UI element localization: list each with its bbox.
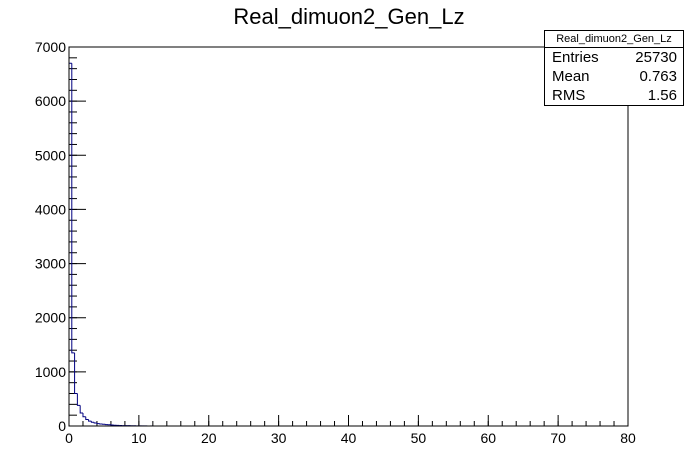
stats-entries-row: Entries 25730 (545, 48, 683, 67)
histogram-bin (93, 422, 97, 424)
histogram-bin (79, 405, 83, 414)
stats-box: Real_dimuon2_Gen_Lz Entries 25730 Mean 0… (544, 30, 684, 106)
histogram-bin (74, 352, 78, 395)
y-tick-label: 3000 (35, 256, 66, 272)
x-tick-label: 50 (411, 430, 427, 446)
histogram-bin (82, 413, 86, 418)
x-tick-label: 40 (341, 430, 357, 446)
x-tick-label: 30 (271, 430, 287, 446)
plot-frame (68, 46, 629, 427)
x-tick-label: 80 (620, 430, 636, 446)
x-tick-label: 10 (131, 430, 147, 446)
histogram-bin (85, 416, 89, 421)
x-tick-label: 60 (480, 430, 496, 446)
stats-rms-row: RMS 1.56 (545, 86, 683, 105)
x-tick-label: 0 (65, 430, 73, 446)
histogram-bin (76, 393, 81, 406)
stats-entries-label: Entries (552, 49, 599, 66)
x-tick-label: 70 (550, 430, 566, 446)
histogram-bin (71, 63, 75, 354)
histogram-bin (90, 421, 95, 423)
histogram-bin (96, 423, 100, 425)
y-axis-tick-labels: 0 1000 2000 3000 4000 5000 6000 7000 (35, 39, 66, 434)
chart-title: Real_dimuon2_Gen_Lz (233, 4, 465, 29)
stats-entries-value: 25730 (635, 49, 677, 66)
histogram-bin (88, 419, 92, 422)
stats-mean-value: 0.763 (639, 68, 677, 85)
stats-box-name: Real_dimuon2_Gen_Lz (545, 31, 683, 48)
stats-mean-row: Mean 0.763 (545, 67, 683, 86)
y-tick-label: 0 (58, 418, 66, 434)
y-tick-label: 1000 (35, 364, 66, 380)
stats-mean-label: Mean (552, 68, 590, 85)
stats-rms-label: RMS (552, 87, 586, 104)
stats-rms-value: 1.56 (647, 87, 677, 104)
x-axis-tick-labels: 0 10 20 30 40 50 60 70 80 (65, 430, 636, 446)
y-tick-label: 5000 (35, 147, 66, 163)
y-tick-label: 4000 (35, 201, 66, 217)
y-tick-label: 7000 (35, 39, 66, 55)
y-tick-label: 6000 (35, 93, 66, 109)
y-tick-label: 2000 (35, 310, 66, 326)
x-tick-label: 20 (201, 430, 217, 446)
